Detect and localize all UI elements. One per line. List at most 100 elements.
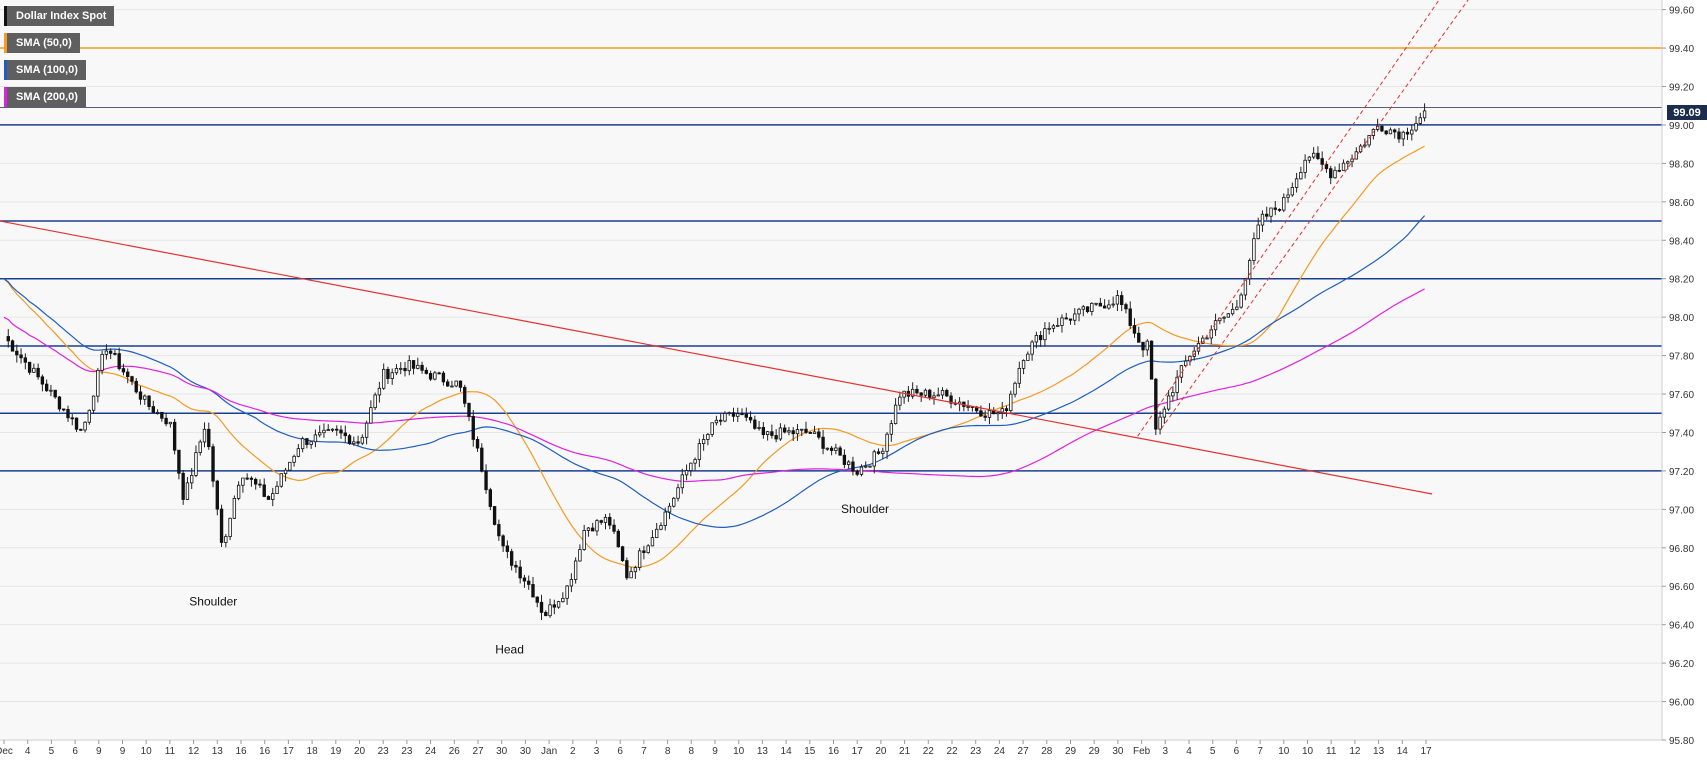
candle-body	[296, 448, 301, 457]
candle-body	[859, 466, 864, 475]
legend-sma200[interactable]: SMA (200,0)	[4, 87, 86, 107]
candle-body	[1094, 302, 1098, 305]
x-tick-label: 10	[1302, 746, 1314, 757]
candle-body	[475, 439, 480, 449]
candle-body	[1337, 169, 1341, 172]
candle-body	[394, 368, 399, 374]
candle-body	[979, 410, 983, 417]
legend-instrument[interactable]: Dollar Index Spot	[4, 6, 115, 26]
candle-body	[326, 429, 330, 431]
candle-body	[1030, 341, 1034, 355]
candle-body	[1341, 162, 1346, 171]
candle-body	[966, 406, 970, 408]
candle-body	[62, 408, 66, 411]
candle-body	[480, 447, 484, 472]
x-tick-label: 7	[1257, 746, 1263, 757]
x-tick-label: 12	[1349, 746, 1361, 757]
candle-body	[441, 372, 446, 383]
candle-body	[390, 372, 394, 379]
candle-body	[650, 537, 655, 547]
candle-body	[100, 353, 104, 371]
candle-body	[416, 364, 420, 369]
candle-body	[1311, 152, 1316, 158]
candle-body	[748, 416, 753, 421]
sma50-line	[3, 145, 1425, 569]
candle-body	[1021, 360, 1026, 369]
candle-body	[1346, 161, 1350, 164]
candle-body	[569, 579, 574, 587]
candle-body	[343, 432, 347, 437]
x-tick-label: 27	[472, 746, 484, 757]
annotations: Shoulder Head Shoulder	[189, 502, 889, 656]
x-tick-label: 13	[1373, 746, 1385, 757]
candle-body	[808, 432, 812, 434]
candle-body	[386, 368, 390, 379]
candle-body	[1277, 209, 1282, 211]
candle-body	[637, 550, 642, 568]
candle-body	[663, 511, 667, 526]
candle-body	[322, 429, 326, 434]
candle-body	[804, 428, 808, 433]
y-tick-label: 98.20	[1669, 275, 1694, 286]
candle-body	[254, 478, 258, 485]
candle-body	[616, 530, 620, 548]
candle-body	[318, 432, 322, 436]
x-tick-label: 28	[1041, 746, 1053, 757]
y-tick-label: 96.00	[1669, 698, 1694, 709]
candle-body	[527, 580, 531, 585]
x-tick-label: 21	[899, 746, 911, 757]
x-tick-label: 22	[946, 746, 958, 757]
x-tick-label: 24	[994, 746, 1006, 757]
y-tick-label: 96.20	[1669, 659, 1694, 670]
x-tick-label: 10	[733, 746, 745, 757]
candle-body	[454, 380, 458, 387]
sma100-line	[3, 215, 1426, 528]
legend-sma50[interactable]: SMA (50,0)	[4, 33, 80, 53]
candle-body	[782, 427, 787, 433]
x-tick-label: 16	[259, 746, 271, 757]
candle-body	[1141, 341, 1145, 351]
moving-averages	[3, 145, 1426, 569]
candle-body	[138, 391, 143, 400]
candle-body	[437, 372, 441, 375]
candle-body	[1064, 317, 1068, 320]
candle-body	[655, 528, 659, 538]
x-tick-label: 17	[1420, 746, 1432, 757]
candle-body	[552, 604, 556, 608]
candle-body	[1354, 151, 1359, 160]
candle-body	[181, 472, 185, 500]
candle-body	[91, 395, 96, 411]
candle-body	[1158, 416, 1162, 430]
candle-body	[1047, 327, 1051, 330]
candle-body	[531, 584, 535, 598]
candle-body	[381, 368, 386, 389]
candle-body	[164, 417, 168, 425]
channel-dashed-line	[1160, 0, 1469, 429]
candle-body	[1115, 295, 1120, 305]
y-tick-label: 97.80	[1669, 352, 1694, 363]
candle-body	[288, 461, 292, 471]
legend-sma100[interactable]: SMA (100,0)	[4, 60, 86, 80]
candle-body	[1132, 325, 1137, 334]
candle-body	[202, 428, 207, 443]
candle-body	[509, 551, 514, 566]
candle-body	[70, 417, 74, 420]
candle-body	[1073, 313, 1077, 321]
candle-body	[919, 392, 923, 396]
candle-body	[612, 524, 616, 532]
candle-body	[539, 601, 544, 613]
x-tick-label: 17	[283, 746, 295, 757]
candle-body	[1081, 306, 1085, 310]
candle-body	[279, 473, 283, 487]
candle-body	[778, 427, 783, 440]
candle-body	[330, 428, 335, 431]
x-tick-label: 6	[617, 746, 623, 757]
candle-body	[57, 396, 62, 410]
x-tick-label: 4	[1186, 746, 1192, 757]
candle-body	[642, 550, 646, 554]
candle-body	[377, 387, 382, 396]
x-tick-label: 4	[25, 746, 31, 757]
candle-body	[407, 360, 411, 372]
x-tick-label: 13	[212, 746, 224, 757]
candle-body	[761, 427, 766, 435]
